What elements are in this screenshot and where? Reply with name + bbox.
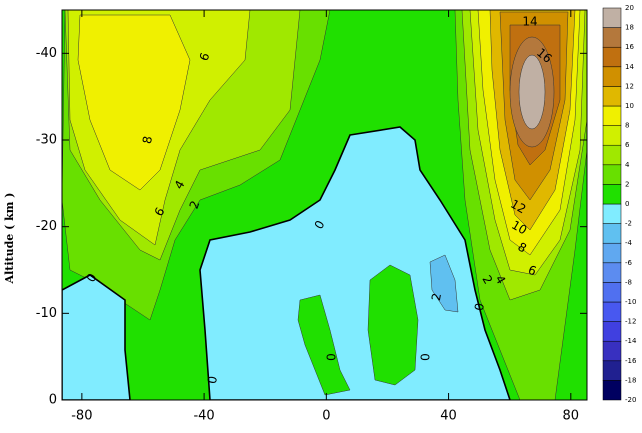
colorbar-label: -2 (625, 220, 632, 228)
colorbar-label: -20 (625, 396, 636, 404)
colorbar-label: 20 (625, 4, 634, 12)
x-tick-label: 40 (440, 409, 457, 424)
contour-label: 0 (419, 353, 433, 361)
contour-label: 2 (187, 199, 203, 211)
contour-label: 0 (205, 375, 220, 385)
contour-label: 6 (526, 263, 538, 279)
y-tick-label: -20 (36, 219, 57, 234)
contour-label: 2 (429, 292, 444, 302)
contour-label: 0 (325, 353, 339, 361)
colorbar-swatch (602, 144, 622, 166)
colorbar-label: -12 (625, 318, 636, 326)
colorbar-swatch (602, 27, 622, 48)
contour-region (62, 274, 131, 400)
colorbar-swatch (602, 321, 622, 342)
colorbar-label: 16 (625, 43, 634, 51)
colorbar-swatch (602, 184, 622, 205)
y-axis-label: Altitude ( km ) (3, 193, 16, 285)
contour-region (429, 254, 459, 313)
colorbar-swatch (602, 164, 622, 185)
colorbar-swatch (602, 125, 622, 146)
colorbar-swatch (602, 7, 622, 28)
contour-label: 0 (472, 302, 487, 312)
colorbar-label: -18 (625, 376, 636, 384)
contour-label: 14 (522, 15, 537, 29)
contour-label: 8 (140, 135, 155, 145)
colorbar-swatch (602, 105, 622, 126)
colorbar-label: -8 (625, 278, 632, 286)
colorbar-swatch (602, 301, 622, 322)
colorbar-label: 4 (625, 161, 630, 169)
colorbar-swatch (602, 360, 622, 381)
colorbar-swatch (602, 223, 622, 244)
contour-region (77, 14, 191, 191)
x-tick-label: 0 (322, 409, 330, 424)
colorbar-swatch (602, 86, 622, 107)
colorbar-label: -6 (625, 259, 633, 267)
y-tick-label: -40 (36, 46, 57, 61)
colorbar-label: -10 (625, 298, 636, 306)
colorbar-label: -4 (625, 239, 633, 247)
colorbar-swatch (602, 46, 622, 68)
colorbar-label: 10 (625, 102, 634, 110)
colorbar-label: 12 (625, 82, 634, 90)
y-tick-label: -30 (36, 133, 57, 148)
colorbar-label: 14 (625, 63, 634, 71)
colorbar-label: 2 (625, 180, 629, 188)
colorbar-swatch (602, 242, 622, 264)
plot-frame (61, 9, 588, 401)
colorbar-label: -14 (625, 337, 637, 345)
colorbar-swatch (602, 262, 622, 283)
contour-label: 12 (508, 197, 528, 217)
contour-region (367, 264, 419, 386)
colorbar-label: -16 (625, 357, 637, 365)
contour-region (199, 126, 511, 400)
colorbar-label: 0 (625, 200, 629, 208)
colorbar-swatch (602, 203, 622, 224)
colorbar-swatch (602, 380, 622, 401)
colorbar-swatch (602, 66, 622, 87)
y-tick-label: -10 (36, 306, 57, 321)
x-tick-label: -80 (71, 409, 92, 424)
colorbar-label: 6 (625, 141, 630, 149)
contour-label: 10 (509, 218, 529, 238)
colorbar-swatch (602, 340, 622, 362)
x-tick-label: -40 (193, 409, 214, 424)
contour-region (518, 54, 546, 130)
contour-region (297, 294, 351, 396)
contour-label: 6 (197, 51, 213, 63)
colorbar-label: 8 (625, 122, 629, 130)
colorbar-swatch (602, 282, 622, 303)
x-tick-label: 80 (563, 409, 580, 424)
colorbar-label: 18 (625, 24, 634, 32)
y-tick-label: 0 (49, 393, 57, 408)
